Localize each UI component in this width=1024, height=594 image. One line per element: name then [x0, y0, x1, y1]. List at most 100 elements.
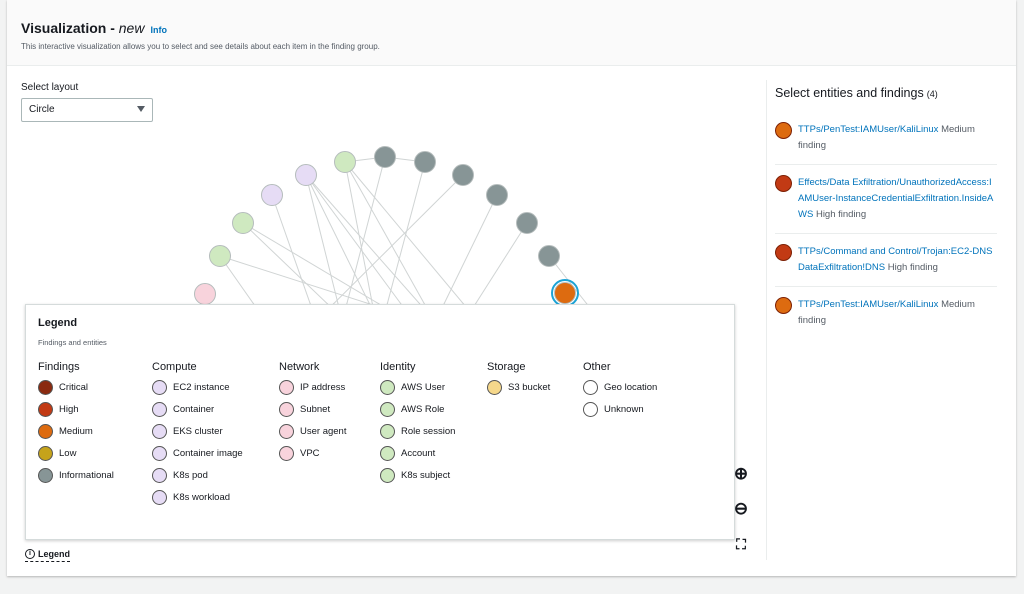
- entity-type-icon: [583, 379, 598, 395]
- legend-subtitle: Findings and entities: [38, 338, 107, 347]
- page-title: Visualization - new Info: [21, 20, 167, 36]
- legend-entry: IP address: [279, 376, 419, 398]
- description: This interactive visualization allows yo…: [21, 42, 380, 51]
- legend-group: Compute EC2 instance Container EKS cluster C…: [152, 361, 292, 508]
- entity-type-icon: [152, 489, 167, 505]
- entity-type-icon: [279, 401, 294, 417]
- graph-node[interactable]: [516, 212, 538, 234]
- legend-entry: Account: [380, 442, 520, 464]
- legend-entry: Role session: [380, 420, 520, 442]
- graph-node[interactable]: [295, 164, 317, 186]
- finding-icon: [775, 244, 792, 261]
- legend-group-title: Network: [279, 361, 320, 373]
- entity-type-icon: [152, 467, 167, 483]
- entity-type-icon: [380, 423, 395, 439]
- legend-group-title: Identity: [380, 361, 416, 373]
- entity-type-icon: [380, 445, 395, 461]
- fit-icon[interactable]: ⛶: [736, 536, 746, 552]
- finding-link[interactable]: Effects/Data Exfiltration/UnauthorizedAc…: [798, 177, 994, 220]
- finding-item: Effects/Data Exfiltration/UnauthorizedAc…: [775, 165, 997, 234]
- legend-entry: EKS cluster: [152, 420, 292, 442]
- entity-type-icon: [279, 379, 294, 395]
- legend-entry: K8s workload: [152, 486, 292, 508]
- zoom-out-icon[interactable]: ⊖: [733, 499, 749, 518]
- entity-type-icon: [38, 401, 53, 417]
- legend-group: Other Geo location Unknown: [583, 361, 723, 420]
- finding-link[interactable]: TTPs/PenTest:IAMUser/KaliLinux: [798, 299, 939, 310]
- entity-type-icon: [38, 423, 53, 439]
- graph-node[interactable]: [374, 146, 396, 168]
- entity-type-icon: [152, 445, 167, 461]
- finding-item: TTPs/Command and Control/Trojan:EC2-DNSD…: [775, 234, 997, 287]
- entity-type-icon: [279, 423, 294, 439]
- graph-node[interactable]: [194, 283, 216, 305]
- severity: High finding: [887, 262, 938, 273]
- severity: High finding: [815, 209, 867, 220]
- legend-group-title: Other: [583, 361, 611, 373]
- legend-group: Findings Critical High Medium Low Information…: [38, 361, 178, 486]
- legend-entry: AWS User: [380, 376, 520, 398]
- finding-item: TTPs/PenTest:IAMUser/KaliLinux Medium fi…: [775, 112, 997, 165]
- entity-type-icon: [380, 401, 395, 417]
- entities-panel: Select entities and findings (4) TTPs/Pen…: [766, 80, 1016, 560]
- legend-entry: AWS Role: [380, 398, 520, 420]
- legend-title: Legend: [38, 317, 78, 329]
- severity: Medium finding: [798, 124, 975, 151]
- entity-type-icon: [380, 379, 395, 395]
- graph-node[interactable]: [209, 245, 231, 267]
- legend-group: Identity AWS User AWS Role Role session Acco…: [380, 361, 520, 486]
- legend-group: Network IP address Subnet User agent VPC: [279, 361, 419, 464]
- info-link[interactable]: Info: [150, 25, 167, 35]
- legend-entry: High: [38, 398, 178, 420]
- finding-link[interactable]: TTPs/Command and Control/Trojan:EC2-DNSD…: [798, 246, 993, 273]
- entity-type-icon: [380, 467, 395, 483]
- legend-toggle[interactable]: i Legend: [25, 549, 71, 562]
- entity-type-icon: [152, 401, 167, 417]
- entity-type-icon: [279, 445, 294, 461]
- count: (4): [926, 89, 938, 99]
- panel-title: Select entities and findings (4): [775, 86, 938, 100]
- legend-entry: K8s subject: [380, 464, 520, 486]
- graph-node[interactable]: [538, 245, 560, 267]
- legend-entry: Geo location: [583, 376, 723, 398]
- legend-entry: Container image: [152, 442, 292, 464]
- legend-entry: EC2 instance: [152, 376, 292, 398]
- legend-entry: S3 bucket: [487, 376, 627, 398]
- entity-type-icon: [152, 379, 167, 395]
- legend-entry: Informational: [38, 464, 178, 486]
- graph-node[interactable]: [232, 212, 254, 234]
- graph-node[interactable]: [414, 151, 436, 173]
- header: Visualization - new Info This interactive…: [7, 0, 1016, 66]
- finding-icon: [775, 297, 792, 314]
- entity-type-icon: [38, 467, 53, 483]
- legend-group: Storage S3 bucket: [487, 361, 627, 398]
- legend-entry: Critical: [38, 376, 178, 398]
- legend-popover: Legend Findings and entities Findings Cri…: [25, 304, 735, 540]
- graph-node[interactable]: [261, 184, 283, 206]
- graph-node[interactable]: [486, 184, 508, 206]
- legend-entry: VPC: [279, 442, 419, 464]
- caret-down-icon: [137, 106, 145, 112]
- visualization-card: Visualization - new Info This interactive…: [7, 0, 1016, 576]
- info-icon: i: [25, 549, 35, 559]
- entity-type-icon: [487, 379, 502, 395]
- finding-icon: [775, 175, 792, 192]
- legend-entry: K8s pod: [152, 464, 292, 486]
- graph-node[interactable]: [334, 151, 356, 173]
- layout-label: Select layout: [21, 82, 79, 93]
- legend-group-title: Findings: [38, 361, 80, 373]
- legend-entry: Container: [152, 398, 292, 420]
- legend-group-title: Storage: [487, 361, 526, 373]
- legend-entry: User agent: [279, 420, 419, 442]
- legend-entry: Low: [38, 442, 178, 464]
- layout-select[interactable]: Circle: [21, 98, 153, 122]
- entity-type-icon: [583, 401, 598, 417]
- graph-node[interactable]: [554, 282, 576, 304]
- finding-link[interactable]: TTPs/PenTest:IAMUser/KaliLinux: [798, 124, 939, 135]
- graph-node[interactable]: [452, 164, 474, 186]
- entity-type-icon: [152, 423, 167, 439]
- zoom-in-icon[interactable]: ⊕: [733, 464, 749, 483]
- entity-type-icon: [38, 445, 53, 461]
- legend-entry: Unknown: [583, 398, 723, 420]
- legend-entry: Medium: [38, 420, 178, 442]
